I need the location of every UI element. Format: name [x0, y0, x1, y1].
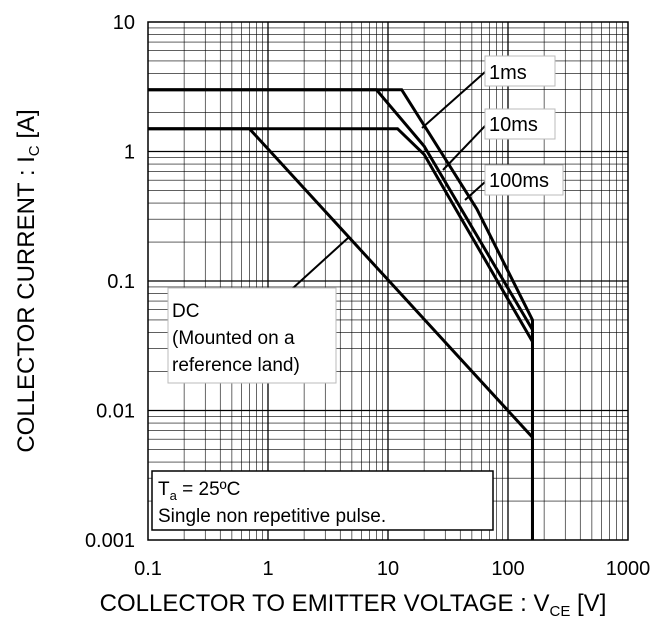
x-tick-label: 0.1 [134, 558, 162, 580]
series-layer [148, 88, 534, 540]
y-tick-label: 0.001 [85, 530, 135, 552]
x-tick-label: 1000 [606, 558, 651, 580]
conditions-pulse: Single non repetitive pulse. [158, 506, 386, 527]
leader-1ms [421, 71, 486, 129]
label-1ms: 1ms [489, 62, 527, 84]
label-box-100ms [484, 164, 564, 196]
x-axis-title-unit: [V] [570, 590, 606, 617]
label-box-10ms [484, 108, 556, 140]
y-tick-labels: 10 1 0.1 0.01 0.001 [85, 12, 135, 552]
label-box-1ms [484, 55, 556, 87]
y-axis-title-subscript: C [26, 145, 43, 156]
plot-frame [147, 21, 629, 541]
label-box-dc [167, 287, 337, 384]
conditions-box [151, 470, 494, 531]
x-axis-title-subscript: CE [550, 603, 571, 620]
label-100ms: 100ms [489, 170, 549, 192]
series-line-100ms [148, 127, 534, 540]
x-tick-label: 1 [262, 558, 273, 580]
y-tick-label: 0.01 [96, 401, 135, 423]
x-tick-label: 100 [491, 558, 524, 580]
conditions-ta: Ta = 25ºC [158, 479, 240, 503]
y-axis-title-unit: [A] [13, 109, 40, 145]
y-tick-label: 0.1 [107, 271, 135, 293]
y-tick-label: 1 [124, 142, 135, 164]
conditions-ta-subscript: a [170, 488, 178, 503]
label-dc-line1: DC [172, 301, 199, 322]
label-10ms: 10ms [489, 114, 538, 136]
y-tick-label: 10 [113, 12, 135, 34]
x-tick-label: 10 [377, 558, 399, 580]
label-dc-line2: (Mounted on a [172, 328, 295, 349]
x-axis-title: COLLECTOR TO EMITTER VOLTAGE : VCE [V] [100, 590, 607, 620]
conditions-ta-value: = 25ºC [177, 479, 240, 500]
leader-10ms [442, 125, 486, 171]
y-axis-title: COLLECTOR CURRENT : IC [A] [13, 109, 43, 452]
label-dc-line3: reference land) [172, 355, 300, 376]
x-tick-labels: 0.1 1 10 100 1000 [134, 558, 650, 580]
leader-100ms [464, 181, 486, 201]
series-line-dc [148, 127, 534, 540]
